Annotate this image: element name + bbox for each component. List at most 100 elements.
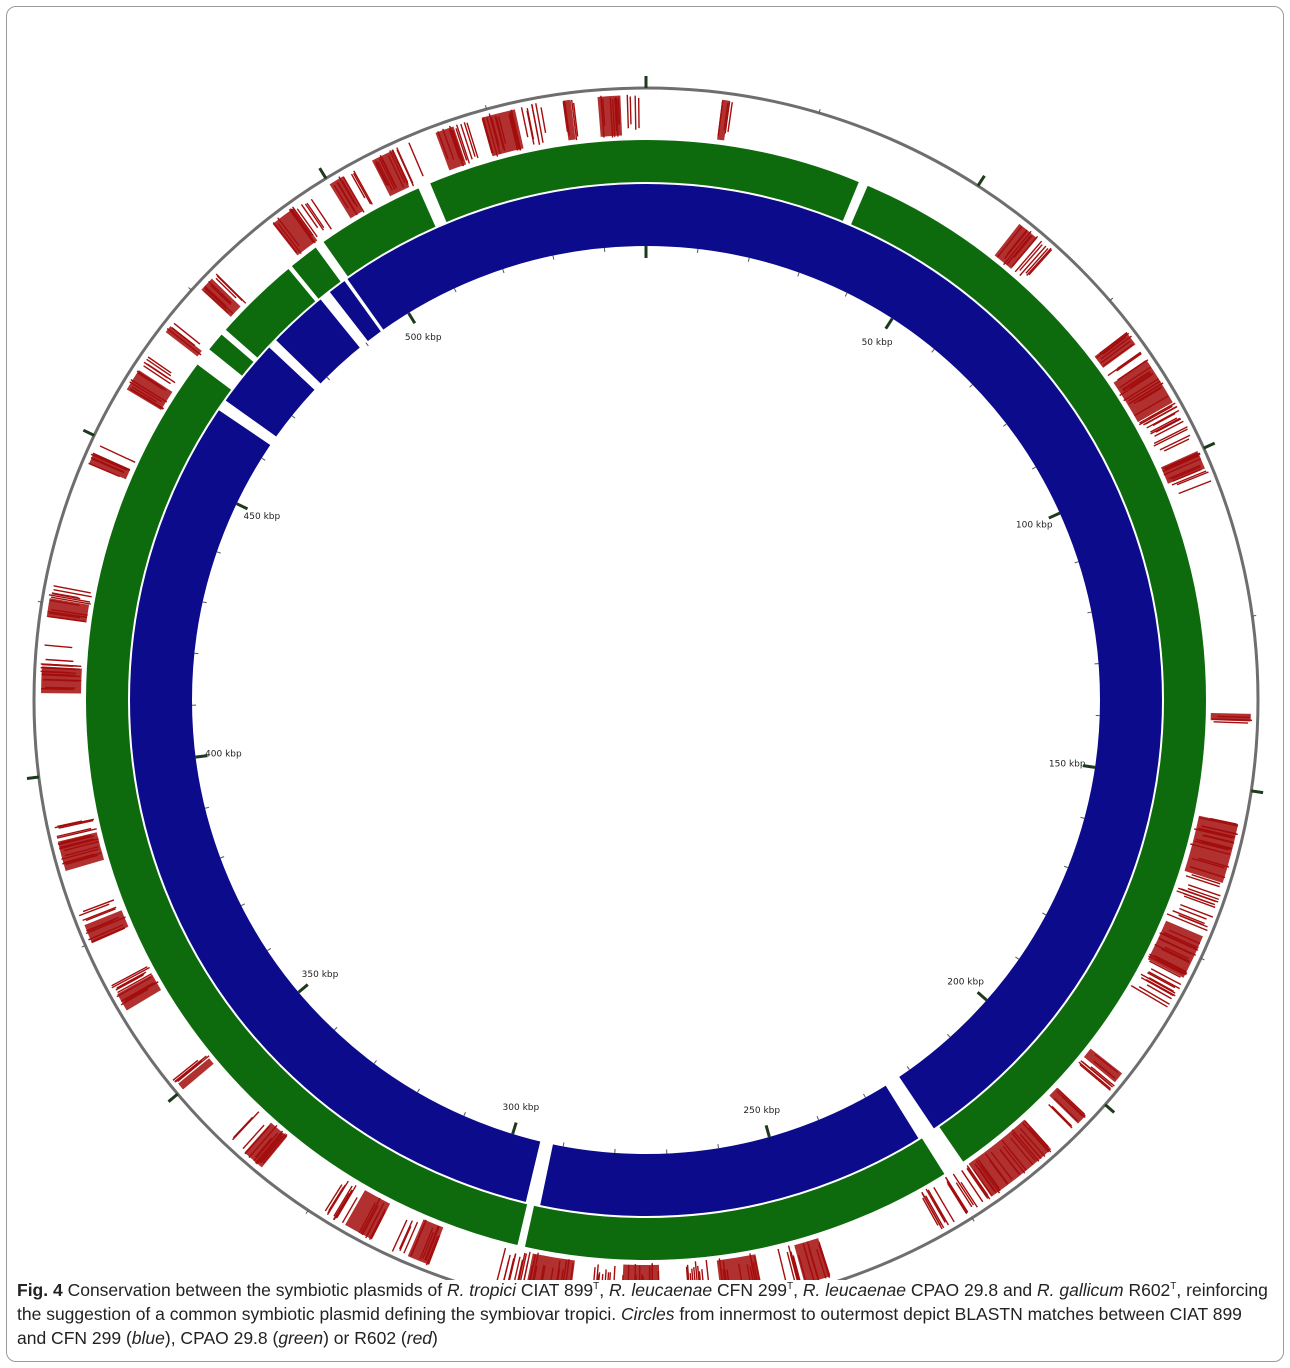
r602-match-line [1153,428,1188,447]
r602-match-line [44,686,75,689]
r602-match-line [718,1258,723,1280]
r602-match-line [120,988,149,1006]
r602-match-line [541,1265,546,1280]
ring-gap [842,181,869,226]
r602-match-line [1147,972,1176,989]
r602-match-line [1155,418,1182,433]
r602-match-line [255,1132,284,1165]
inner-tick [816,1116,819,1121]
r602-match-line [999,1148,1021,1175]
inner-tick [326,376,330,381]
r602-match-line [613,1265,616,1280]
r602-match-line [622,1274,624,1280]
r602-match-line [1102,343,1134,367]
r602-match-line [724,101,731,134]
caption-emphasis: red [406,1328,433,1348]
r602-match-line [94,454,130,472]
inner-tick [906,1066,910,1071]
r602-match-line [259,1135,283,1164]
r602-match-line [1163,458,1202,476]
r602-match-line [746,1264,751,1280]
r602-match-line [1011,1129,1040,1162]
r602-match-line [526,110,535,145]
r602-match-line [749,1256,756,1280]
r602-match-line [116,973,145,990]
r602-match-line [802,1243,815,1280]
r602-match-line [722,1269,726,1280]
r602-match-line [550,1267,554,1280]
r602-match-line [360,1197,381,1235]
r602-match-line [53,588,92,598]
r602-match-line [980,1164,1001,1192]
r602-match-line [1152,412,1176,427]
tick-label-450kbp: 450 kbp [244,512,281,522]
r602-match-line [120,982,154,1002]
r602-match-line [689,1273,692,1280]
species-name: R. leucaenae [609,1280,713,1300]
r602-match-line [1176,471,1209,486]
r602-match-line [1150,417,1181,435]
inner-tick [216,551,221,554]
r602-match-line [455,124,471,164]
r602-match-line [1162,452,1198,470]
r602-match-line [136,370,164,389]
r602-match-line [1198,828,1235,839]
r602-match-line [1133,385,1163,405]
r602-match-line [1197,827,1235,838]
r602-match-line [738,1263,743,1280]
r602-match-block [407,1219,444,1265]
inner-tick [291,415,296,419]
r602-match-line [242,1124,265,1150]
r602-match-line [570,99,578,141]
r602-match-line [1202,834,1235,844]
tick-marks [26,76,1264,1222]
tick-label-50kbp: 50 kbp [862,338,893,348]
r602-match-line [333,184,349,209]
r602-match-line [1210,817,1237,825]
r602-match-line [1138,387,1162,402]
inner-tick [1042,912,1047,916]
r602-match-line [374,162,388,186]
r602-match-line [1150,968,1182,986]
r602-match-line [131,386,157,403]
r602-match-line [337,182,358,216]
r602-match-line [1183,895,1216,909]
r602-match-line [1180,888,1219,903]
r602-match-line [565,1259,570,1280]
r602-match-line [1025,247,1049,274]
r602-match-line [955,1182,973,1208]
r602-match-line [262,1133,288,1164]
r602-match-line [1116,353,1142,372]
inner-tick [195,754,208,759]
r602-match-line [488,113,501,155]
r602-match-line [425,1236,439,1266]
r602-match-line [1090,1066,1115,1087]
r602-match-line [147,356,172,374]
r602-match-line [532,1252,539,1280]
r602-match-line [1100,340,1131,364]
r602-match-block [435,126,467,171]
r602-match-line [422,1231,435,1259]
r602-match-line [1094,1053,1119,1074]
r602-match-line [61,848,99,860]
r602-match-line [341,1197,358,1224]
outer-tick [976,174,986,187]
r602-match-line [797,1254,807,1280]
species-name: R. tropici [446,1280,516,1300]
r602-match-line [146,358,172,377]
r602-match-line [1154,955,1187,973]
r602-match-line [985,1153,1009,1184]
r602-match-line [508,1254,517,1280]
inner-tick [976,991,988,1002]
r602-match-line [90,453,127,471]
r602-match-line [254,1130,284,1164]
r602-match-line [59,838,99,850]
r602-match-line [205,288,234,315]
ring-gap [885,1076,935,1140]
r602-match-line [627,1264,630,1280]
r602-match-line [1132,382,1164,402]
r602-match-line [990,1151,1013,1180]
r602-match-line [304,203,325,231]
r602-match-line [1093,1060,1116,1079]
r602-match-line [1179,907,1207,920]
